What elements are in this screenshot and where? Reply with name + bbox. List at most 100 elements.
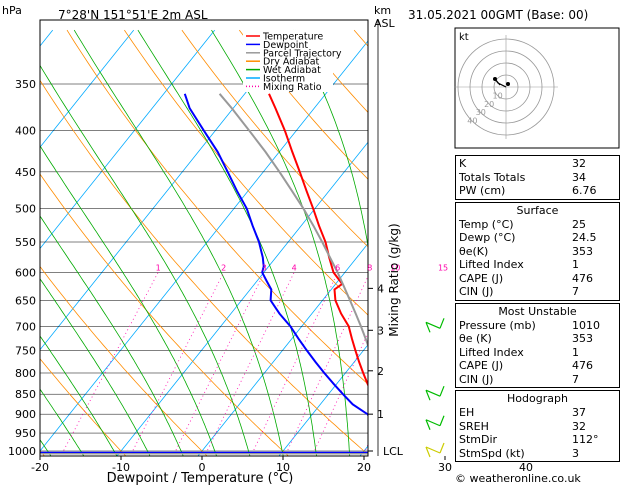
info-row-value: 32 xyxy=(572,157,586,170)
info-row-value: 24.5 xyxy=(572,231,597,244)
isotherm-line xyxy=(40,29,297,351)
wet-adiabat-line xyxy=(211,29,351,456)
mixing-ratio-line xyxy=(60,272,159,456)
mixing-ratio-label: 2 xyxy=(221,263,226,272)
pressure-tick-label: 900 xyxy=(15,408,36,421)
info-row: K 32 xyxy=(459,157,616,171)
mixing-ratio-line xyxy=(172,272,265,456)
info-row-value: 1010 xyxy=(572,318,600,332)
isotherm-line xyxy=(40,40,368,452)
isotherm-line xyxy=(40,29,216,250)
info-row: SREH 32 xyxy=(459,420,616,434)
temp-tick-label: 40 xyxy=(519,461,533,474)
mixing-ratio-label: 3 xyxy=(262,263,267,272)
info-row: PW (cm) 6.76 xyxy=(459,184,616,198)
mixing-ratio-line xyxy=(204,272,295,456)
km-tick-label: 2 xyxy=(377,365,384,378)
info-row-value: 3 xyxy=(572,446,579,460)
info-row-value: 32 xyxy=(572,419,586,433)
temp-tick-label: -10 xyxy=(112,461,130,474)
pressure-tick-label: 700 xyxy=(15,320,36,333)
wind-barb xyxy=(425,415,445,430)
info-row-value: 37 xyxy=(572,406,586,419)
info-row-value: 353 xyxy=(572,244,593,258)
pressure-tick-label: 400 xyxy=(15,125,36,138)
info-row-value: 7 xyxy=(572,372,579,386)
legend-label: Parcel Trajectory xyxy=(263,48,342,59)
wet-adiabat-line xyxy=(40,278,151,456)
info-table: K 32 Totals Totals 34 PW (cm) 6.76 Surface Te… xyxy=(455,155,620,464)
pressure-tick-label: 450 xyxy=(15,166,36,179)
pressure-tick-label: 550 xyxy=(15,236,36,249)
legend-label: Isotherm xyxy=(263,74,305,85)
info-row-label: CAPE (J) xyxy=(459,359,504,372)
isotherm-line xyxy=(40,29,135,148)
pressure-tick-label: 750 xyxy=(15,344,36,357)
info-row-value: 7 xyxy=(572,285,579,298)
most-unstable-title: Most Unstable xyxy=(498,304,577,318)
dry-adiabat-line xyxy=(40,265,208,456)
info-row: Lifted Index 1 xyxy=(459,346,616,360)
wind-barb xyxy=(425,442,445,458)
info-row-label: SREH xyxy=(459,419,489,433)
info-row: EH 37 xyxy=(459,406,616,420)
info-row: Dewp (°C) 24.5 xyxy=(459,231,616,245)
mixing-ratio-line xyxy=(284,275,368,456)
wet-adiabat-line xyxy=(73,29,284,456)
info-row-label: K xyxy=(459,157,467,170)
hodograph-trace xyxy=(494,78,507,88)
hodograph-point xyxy=(493,77,497,81)
km-tick-label: 3 xyxy=(377,324,384,337)
datetime-title: 31.05.2021 00GMT (Base: 00) xyxy=(408,8,588,22)
info-row-label: CIN (J) xyxy=(459,285,494,298)
info-row: CIN (J) 7 xyxy=(459,285,616,299)
km-tick-label: 1 xyxy=(377,408,384,421)
hodograph-kt-label: kt xyxy=(459,32,469,43)
info-row-label: θe(K) xyxy=(459,244,489,258)
info-row-value: 34 xyxy=(572,170,586,184)
x-axis-label: Dewpoint / Temperature (°C) xyxy=(107,471,294,486)
info-row: Totals Totals 34 xyxy=(459,171,616,185)
wet-adiabat-line xyxy=(40,215,184,456)
info-row-label: Lifted Index xyxy=(459,258,524,271)
dry-adiabat-line xyxy=(238,29,368,180)
surface-title: Surface xyxy=(516,203,559,217)
legend-label: Wet Adiabat xyxy=(263,65,321,76)
hodograph-point xyxy=(506,82,510,86)
wind-barb xyxy=(425,318,445,333)
wet-adiabat-line xyxy=(0,30,26,468)
info-row-label: StmSpd (kt) xyxy=(459,446,525,460)
legend-label: Mixing Ratio xyxy=(263,82,322,93)
pressure-tick-label: 600 xyxy=(15,266,36,279)
km-tick-label: 4 xyxy=(377,282,384,295)
series-dewpoint xyxy=(183,93,368,417)
dry-adiabat-line xyxy=(181,29,368,248)
mixing-ratio-line xyxy=(250,272,339,456)
info-row: CAPE (J) 476 xyxy=(459,359,616,373)
legend-label: Dry Adiabat xyxy=(263,57,320,68)
dry-adiabat-line xyxy=(40,173,289,456)
km-label: km xyxy=(374,4,391,17)
temp-tick-label: 30 xyxy=(438,461,452,474)
dry-adiabat-line xyxy=(66,29,368,385)
temp-tick-label: 10 xyxy=(276,461,290,474)
most-unstable-box: Most Unstable Pressure (mb) 1010 θe (K) 353… xyxy=(455,302,620,388)
wet-adiabat-line xyxy=(40,388,85,456)
location-title: 7°28'N 151°51'E 2m ASL xyxy=(58,8,208,22)
info-row-label: StmDir xyxy=(459,433,498,446)
copyright-footer: © weatheronline.co.uk xyxy=(455,472,581,485)
info-row: θe(K) 353 xyxy=(459,245,616,259)
dry-adiabat-line xyxy=(124,29,368,316)
wet-adiabat-line xyxy=(40,64,251,456)
hodograph-ring-label: 40 xyxy=(467,117,477,126)
mixing-ratio-label: 8 xyxy=(367,263,372,272)
asl-label: ASL xyxy=(374,17,396,30)
info-row: StmDir 112° xyxy=(459,433,616,447)
info-row-label: CAPE (J) xyxy=(459,271,504,285)
temp-tick-label: -20 xyxy=(31,461,49,474)
info-row-value: 476 xyxy=(572,271,593,285)
info-row: θe (K) 353 xyxy=(459,332,616,346)
hodograph-box: Hodograph EH 37 SREH 32 StmDir 112° StmSpd (kt… xyxy=(455,390,620,462)
